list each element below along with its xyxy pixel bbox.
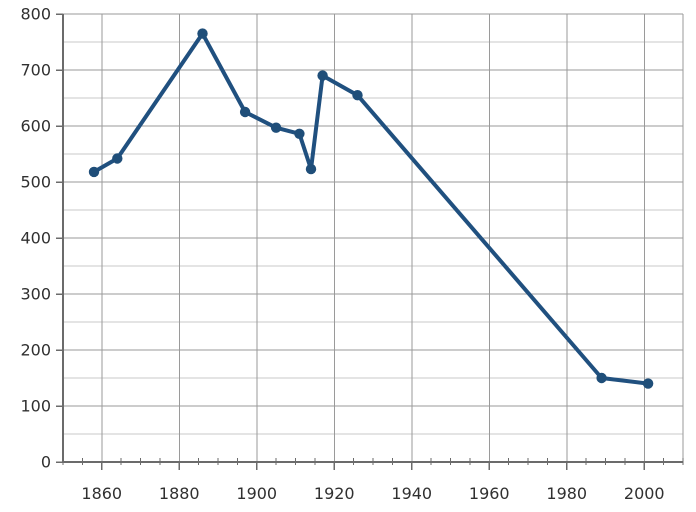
x-tick-label: 1980: [546, 484, 587, 503]
y-tick-label: 600: [20, 117, 51, 136]
data-point-marker: [352, 90, 363, 101]
x-tick-label: 1940: [391, 484, 432, 503]
x-tick-label: 2000: [624, 484, 665, 503]
data-point-markers: [88, 28, 654, 389]
data-point-marker: [88, 166, 100, 178]
data-point-marker: [270, 122, 282, 133]
x-axis-tick-labels: 1860 1880 1900 1920 1940 1960 1980 2000: [81, 484, 664, 503]
x-tick-label: 1900: [236, 484, 277, 503]
y-tick-label: 700: [20, 61, 51, 80]
data-point-marker: [642, 378, 654, 389]
y-tick-label: 0: [41, 453, 51, 472]
data-point-marker: [197, 28, 208, 39]
y-axis-tick-labels: 0 100 200 300 400 500 600 700 800: [20, 5, 51, 472]
gridlines-major-vertical: [101, 14, 684, 462]
y-tick-label: 800: [20, 5, 51, 24]
y-tick-label: 200: [20, 341, 51, 360]
data-point-marker: [294, 128, 305, 139]
data-point-marker: [596, 372, 607, 384]
data-point-marker: [112, 153, 123, 164]
x-axis-major-ticks: [101, 462, 645, 470]
data-point-marker: [239, 106, 251, 118]
y-tick-label: 100: [20, 397, 51, 416]
data-point-marker: [305, 163, 317, 175]
y-tick-label: 300: [20, 285, 51, 304]
x-tick-label: 1860: [81, 484, 122, 503]
series-line: [92, 31, 651, 386]
data-series: [92, 31, 651, 386]
data-point-marker: [317, 70, 328, 81]
y-tick-label: 500: [20, 173, 51, 192]
x-tick-label: 1880: [159, 484, 200, 503]
x-tick-label: 1960: [469, 484, 510, 503]
x-tick-label: 1920: [314, 484, 355, 503]
gridlines-minor-horizontal: [63, 41, 683, 435]
y-tick-label: 400: [20, 229, 51, 248]
y-axis-major-ticks: [56, 13, 63, 463]
